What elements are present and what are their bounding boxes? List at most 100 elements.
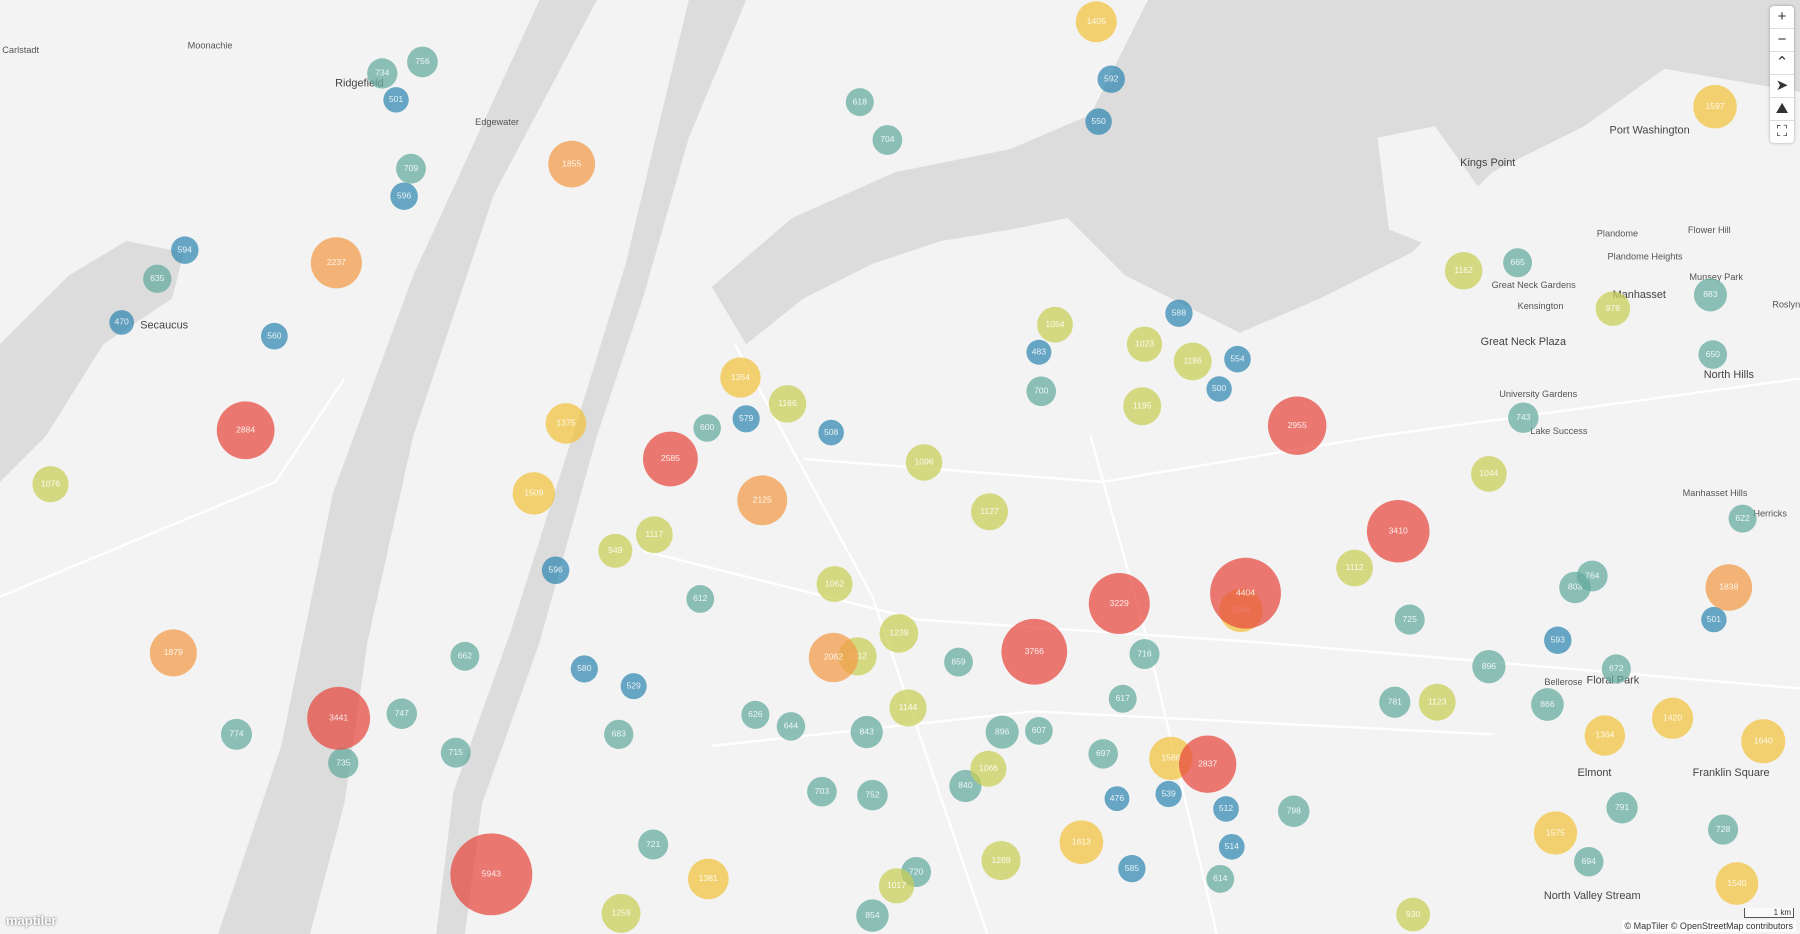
cluster[interactable]: 756 xyxy=(407,46,438,78)
cluster[interactable]: 1112 xyxy=(1336,549,1373,587)
cluster[interactable]: 896 xyxy=(985,715,1019,749)
cluster[interactable]: 1269 xyxy=(981,841,1021,881)
cluster[interactable]: 560 xyxy=(260,322,288,350)
cluster[interactable]: 672 xyxy=(1601,654,1631,684)
fullscreen[interactable]: ⛶ xyxy=(1776,123,1788,140)
cluster[interactable]: 1076 xyxy=(32,466,69,503)
cluster[interactable]: 1186 xyxy=(1173,342,1212,381)
cluster[interactable]: 554 xyxy=(1224,345,1251,373)
cluster[interactable]: 2062 xyxy=(808,632,859,683)
cluster[interactable]: 550 xyxy=(1085,108,1112,135)
cluster[interactable]: 580 xyxy=(570,655,598,683)
cluster[interactable]: 1838 xyxy=(1705,564,1753,611)
cluster[interactable]: 1855 xyxy=(548,140,596,188)
cluster[interactable]: 1123 xyxy=(1418,683,1456,721)
cluster[interactable]: 752 xyxy=(857,779,888,811)
cluster[interactable]: 1879 xyxy=(149,629,197,677)
cluster[interactable]: 735 xyxy=(328,747,359,779)
cluster[interactable]: 500 xyxy=(1206,376,1232,402)
attribution[interactable]: © MapTiler © OpenStreetMap contributors xyxy=(1621,920,1796,932)
cluster[interactable]: 1127 xyxy=(971,493,1009,531)
cluster[interactable]: 2884 xyxy=(216,401,275,460)
cluster[interactable]: 617 xyxy=(1108,684,1137,713)
cluster[interactable]: 2837 xyxy=(1178,735,1237,793)
cluster[interactable]: 579 xyxy=(732,405,760,433)
cluster[interactable]: 588 xyxy=(1165,299,1193,327)
cluster[interactable]: 743 xyxy=(1508,402,1539,433)
cluster[interactable]: 694 xyxy=(1574,846,1604,877)
cluster[interactable]: 1597 xyxy=(1693,84,1737,129)
cluster[interactable]: 1062 xyxy=(816,566,853,603)
cluster[interactable]: 483 xyxy=(1026,339,1052,365)
cluster[interactable]: 2955 xyxy=(1267,396,1327,455)
cluster[interactable]: 1640 xyxy=(1741,719,1786,764)
cluster[interactable]: 3410 xyxy=(1366,499,1430,563)
cluster[interactable]: 1096 xyxy=(905,444,943,481)
cluster[interactable]: 747 xyxy=(386,698,418,729)
cluster[interactable]: 539 xyxy=(1155,780,1182,808)
cluster[interactable]: 1613 xyxy=(1059,820,1104,865)
cluster[interactable]: 644 xyxy=(776,712,806,741)
cluster[interactable]: 725 xyxy=(1394,604,1425,635)
zoom-out[interactable]: − xyxy=(1770,29,1794,52)
cluster[interactable]: 626 xyxy=(741,700,770,729)
cluster[interactable]: 501 xyxy=(1701,606,1727,633)
cluster[interactable]: 949 xyxy=(598,533,633,568)
cluster[interactable]: 5943 xyxy=(450,833,533,916)
cluster[interactable]: 4404 xyxy=(1210,557,1281,629)
cluster[interactable]: 1364 xyxy=(1584,715,1626,756)
cluster[interactable]: 2125 xyxy=(737,475,788,526)
cluster[interactable]: 716 xyxy=(1129,639,1160,669)
cluster[interactable]: 709 xyxy=(396,153,426,184)
cluster[interactable]: 1066 xyxy=(970,750,1007,787)
cluster[interactable]: 697 xyxy=(1088,739,1118,769)
cluster[interactable]: 1509 xyxy=(512,472,556,515)
cluster[interactable]: 662 xyxy=(450,641,480,671)
cluster[interactable]: 700 xyxy=(1026,376,1057,407)
cluster[interactable]: 3766 xyxy=(1001,618,1068,685)
cluster[interactable]: 1166 xyxy=(768,385,807,423)
cluster[interactable]: 635 xyxy=(143,264,172,293)
cluster[interactable]: 612 xyxy=(686,585,715,613)
cluster[interactable]: 721 xyxy=(638,829,669,860)
cluster[interactable]: 3441 xyxy=(307,686,371,750)
cluster[interactable]: 594 xyxy=(171,236,199,264)
cluster[interactable]: 781 xyxy=(1379,686,1411,718)
cluster[interactable]: 1117 xyxy=(635,516,673,554)
cluster[interactable]: 1259 xyxy=(601,893,641,933)
cluster[interactable]: 1540 xyxy=(1715,862,1759,905)
cluster[interactable]: 734 xyxy=(367,58,398,89)
cluster[interactable]: 764 xyxy=(1576,560,1608,592)
cluster[interactable]: 704 xyxy=(872,125,903,155)
cluster[interactable]: 501 xyxy=(383,87,409,113)
cluster[interactable]: 2237 xyxy=(310,237,362,289)
cluster[interactable]: 843 xyxy=(850,715,883,749)
cluster[interactable]: 1162 xyxy=(1444,252,1483,290)
cluster[interactable]: 1575 xyxy=(1533,811,1578,855)
cluster[interactable]: 2585 xyxy=(642,431,698,487)
zoom-in[interactable]: + xyxy=(1770,6,1794,29)
cluster[interactable]: 883 xyxy=(1693,278,1727,312)
cluster[interactable]: 798 xyxy=(1278,795,1310,827)
cluster[interactable]: 512 xyxy=(1213,796,1239,822)
cluster[interactable]: 1044 xyxy=(1471,456,1507,492)
cluster[interactable]: 1420 xyxy=(1651,697,1694,739)
cluster[interactable]: 896 xyxy=(1472,650,1506,684)
compass[interactable]: ⌃ xyxy=(1770,52,1794,75)
cluster[interactable]: 1239 xyxy=(879,614,919,653)
cluster[interactable]: 1144 xyxy=(889,689,927,727)
logo[interactable]: maptiler xyxy=(6,913,57,928)
cluster[interactable]: 470 xyxy=(109,310,135,335)
cluster[interactable]: 1375 xyxy=(545,403,587,444)
cluster[interactable]: 476 xyxy=(1104,786,1130,812)
cluster[interactable]: 607 xyxy=(1025,717,1053,745)
cluster[interactable]: 514 xyxy=(1218,833,1245,860)
cluster[interactable]: 1354 xyxy=(720,357,761,398)
cluster[interactable]: 1195 xyxy=(1123,387,1162,426)
cluster[interactable]: 791 xyxy=(1606,792,1638,824)
cluster[interactable]: 715 xyxy=(440,737,471,768)
cluster[interactable]: 600 xyxy=(693,414,721,442)
cluster[interactable]: 703 xyxy=(807,776,837,807)
cluster[interactable]: 3229 xyxy=(1088,573,1150,635)
